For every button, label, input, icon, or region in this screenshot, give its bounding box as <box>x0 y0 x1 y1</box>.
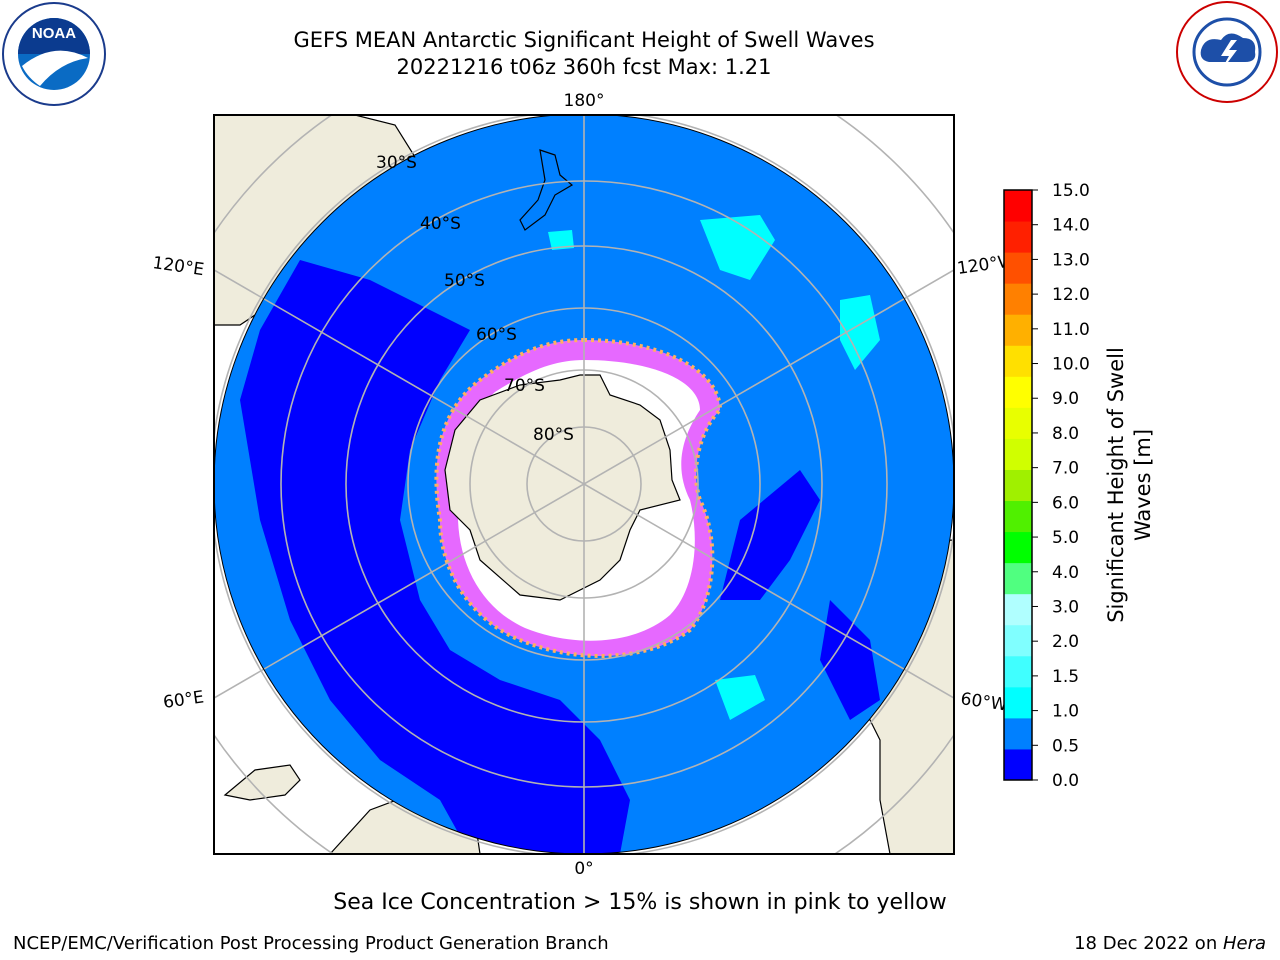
colorbar-frame <box>1003 189 1033 781</box>
noaa-logo: NOAA <box>2 2 106 106</box>
colorbar-tick-label: 14.0 <box>1052 216 1090 236</box>
colorbar-swatch <box>1004 624 1032 657</box>
colorbar-swatch <box>1004 314 1032 346</box>
colorbar-tick-label: 0.5 <box>1052 736 1079 756</box>
lat-label-30s: 30°S <box>376 153 417 173</box>
svg-text:NOAA: NOAA <box>32 25 76 42</box>
graticule <box>214 115 954 854</box>
colorbar-swatch <box>1004 345 1032 377</box>
footer-date: 18 Dec 2022 on Hera <box>1074 933 1266 954</box>
colorbar-swatch <box>1004 376 1032 408</box>
colorbar-swatch <box>1004 283 1032 315</box>
antarctica-landmass <box>444 374 681 601</box>
colorbar-title-line2: Waves [m] <box>1131 429 1155 541</box>
colorbar-tick-label: 1.5 <box>1052 667 1079 687</box>
colorbar-tick-label: 7.0 <box>1052 459 1079 479</box>
lat-label-70s: 70°S <box>504 376 545 396</box>
colorbar-swatch <box>1004 748 1032 781</box>
meridian-label-0: 0° <box>574 859 593 879</box>
colorbar-tick-label: 10.0 <box>1052 355 1090 375</box>
colorbar-swatch <box>1004 531 1032 564</box>
colorbar-tick-label: 12.0 <box>1052 285 1090 305</box>
colorbar-tick-label: 2.0 <box>1052 632 1079 652</box>
footer-credit: NCEP/EMC/Verification Post Processing Pr… <box>13 933 609 954</box>
colorbar-tick-label: 1.0 <box>1052 702 1079 722</box>
colorbar-tick-label: 13.0 <box>1052 250 1090 270</box>
colorbar-swatch <box>1004 190 1032 222</box>
colorbar-tick-label: 11.0 <box>1052 320 1090 340</box>
swell-1m-patch-3 <box>715 675 765 720</box>
sea-ice-edge <box>434 337 723 659</box>
colorbar-tick-label: 3.0 <box>1052 597 1079 617</box>
colorbar-tick-label: 6.0 <box>1052 493 1079 513</box>
colorbar: 15.0 14.0 13.0 12.0 11.0 10.0 9.0 8.0 7.0 6.0 5.0 4… <box>1003 181 1090 791</box>
meridian-label-120e: 120°E <box>151 253 205 280</box>
colorbar-swatch <box>1004 593 1032 626</box>
colorbar-swatch <box>1004 655 1032 688</box>
madagascar-landmass <box>223 764 301 801</box>
lat-label-60s: 60°S <box>476 325 517 345</box>
lat-label-40s: 40°S <box>420 214 461 234</box>
nws-logo <box>1176 1 1278 103</box>
lat-label-80s: 80°S <box>533 425 574 445</box>
colorbar-tick-label: 8.0 <box>1052 424 1079 444</box>
sea-ice-note: Sea Ice Concentration > 15% is shown in … <box>333 890 947 915</box>
colorbar-tick-label: 9.0 <box>1052 389 1079 409</box>
colorbar-swatch <box>1004 438 1032 470</box>
meridian-label-180: 180° <box>564 91 605 111</box>
colorbar-tick-label: 15.0 <box>1052 181 1090 201</box>
low-swell-region-east <box>720 470 820 600</box>
colorbar-tick-label: 4.0 <box>1052 563 1079 583</box>
footer-date-text: 18 Dec 2022 on <box>1074 933 1223 954</box>
colorbar-title-line1: Significant Height of Swell <box>1104 347 1128 623</box>
swell-1m-patch-4 <box>548 230 574 250</box>
colorbar-swatch <box>1004 717 1032 750</box>
chart-title-line2: 20221216 t06z 360h fcst Max: 1.21 <box>396 55 772 79</box>
meridian-label-60w: 60°W <box>959 689 1008 715</box>
colorbar-swatch <box>1004 562 1032 595</box>
colorbar-swatch <box>1004 252 1032 284</box>
new-zealand-landmass <box>519 149 574 231</box>
colorbar-tick-label: 0.0 <box>1052 771 1079 791</box>
colorbar-swatch <box>1004 500 1032 533</box>
low-swell-region-west <box>240 260 630 854</box>
colorbar-swatch <box>1004 407 1032 439</box>
swell-1m-patch-2 <box>840 295 880 370</box>
swell-1m-patch-1 <box>700 215 775 280</box>
footer-host: Hera <box>1222 933 1266 954</box>
colorbar-tick-label: 5.0 <box>1052 528 1079 548</box>
colorbar-swatch <box>1004 221 1032 253</box>
lat-label-50s: 50°S <box>444 271 485 291</box>
colorbar-swatch <box>1004 686 1032 719</box>
colorbar-swatch <box>1004 469 1032 502</box>
meridian-label-60e: 60°E <box>162 687 205 712</box>
chart-title-line1: GEFS MEAN Antarctic Significant Height o… <box>293 28 875 52</box>
